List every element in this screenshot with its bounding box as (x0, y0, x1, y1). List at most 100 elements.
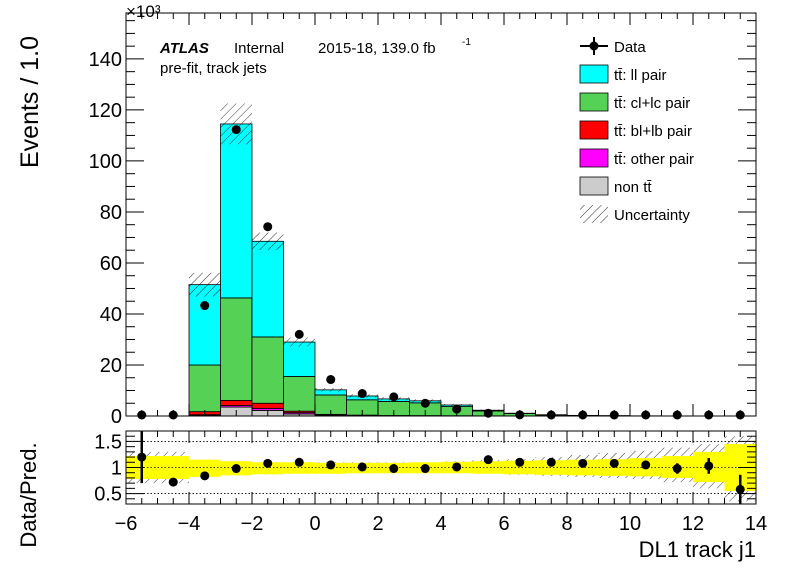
data-point-6 (326, 375, 336, 385)
upper-y-tick-label-7: 140 (89, 49, 122, 71)
x-tick-label-6: 6 (498, 513, 509, 535)
legend-data-marker (589, 41, 599, 51)
x-tick-label-1: −4 (178, 513, 201, 535)
hist-bar-s3-b5 (283, 376, 316, 412)
ratio-band (126, 436, 756, 502)
ratio-band-bin-13 (535, 460, 567, 475)
x-tick-label-4: 2 (372, 513, 383, 535)
legend-swatch-4 (579, 148, 609, 168)
ratio-point-1 (168, 477, 178, 487)
ratio-point-0 (137, 452, 147, 462)
legend-label-6: Uncertainty (614, 207, 690, 224)
legend-swatch-2 (579, 92, 609, 112)
legend-swatch-5 (579, 176, 609, 196)
ratio-point-14 (578, 458, 588, 468)
x-tick-label-7: 8 (561, 513, 572, 535)
ratio-point-10 (452, 462, 462, 472)
ratio-band-bin-12 (504, 460, 536, 475)
ratio-y-axis-label: Data/Pred. (16, 442, 41, 547)
ratio-point-11 (483, 455, 493, 465)
ratio-point-8 (389, 464, 399, 474)
atlas-label: ATLAS (159, 40, 209, 57)
hist-bar-s4-b4 (251, 240, 284, 338)
hist-bar-s4-b5 (283, 341, 316, 377)
hist-bar-s3-b4 (251, 336, 284, 404)
lumi-text: 2015-18, 139.0 fb (318, 40, 436, 57)
ratio-point-3 (231, 464, 241, 474)
ratio-point-2 (200, 471, 210, 481)
upper-y-tick-label-6: 120 (89, 100, 122, 122)
data-point-8 (389, 392, 399, 402)
ratio-band-bin-4 (252, 462, 284, 475)
ratio-point-17 (672, 464, 682, 474)
upper-y-tick-label-4: 80 (100, 202, 122, 224)
legend-label-3: tt̄: bl+lb pair (614, 123, 692, 140)
hist-bar-s3-b3 (220, 297, 253, 401)
x-tick-label-8: 10 (619, 513, 641, 535)
legend-swatch-1 (579, 64, 609, 84)
hist-bar-s4-b2 (188, 284, 221, 366)
ratio-y-tick-label-1: 1 (111, 458, 122, 480)
ratio-point-5 (294, 457, 304, 467)
ratio-band-bin-1 (157, 456, 189, 479)
data-point-2 (200, 301, 210, 311)
data-point-4 (263, 222, 273, 232)
x-tick-label-5: 4 (435, 513, 446, 535)
x-tick-label-0: −6 (115, 513, 138, 535)
selection-text: pre-fit, track jets (160, 60, 267, 77)
legend-label-4: tt̄: other pair (614, 151, 694, 168)
upper-axes: 0 20 40 60 80 100 120 140 (89, 13, 757, 428)
upper-y-tick-label-1: 20 (100, 355, 122, 377)
upper-y-tick-label-2: 40 (100, 304, 122, 326)
upper-y-tick-label-0: 0 (111, 406, 122, 428)
legend-swatch-3 (579, 120, 609, 140)
upper-y-tick-label-5: 100 (89, 151, 122, 173)
data-point-7 (357, 389, 367, 399)
ratio-point-13 (546, 457, 556, 467)
upper-y-axis-label: Events / 1.0 (16, 36, 44, 168)
ratio-point-6 (326, 460, 336, 470)
y-multiplier: ×10³ (126, 2, 161, 21)
ratio-point-4 (263, 458, 273, 468)
ratio-panel: 0.5 1 1.5 −6 −4 −2 0 2 4 6 8 10 12 14 Data/Pred. DL1 … (16, 430, 767, 562)
data-point-3 (231, 125, 241, 135)
upper-panel: 0 20 40 60 80 100 120 140 ×10³ Events / 1.0 ATL… (16, 2, 757, 428)
legend-label-2: tt̄: cl+lc pair (614, 95, 690, 112)
uncertainty-bin-5 (283, 337, 315, 347)
upper-y-tick-label-3: 60 (100, 253, 122, 275)
ratio-y-tick-label-2: 1.5 (94, 431, 122, 453)
ratio-point-15 (609, 458, 619, 468)
ratio-band-bin-11 (472, 461, 504, 474)
hist-bar-s3-b2 (188, 364, 221, 413)
x-tick-label-10: 14 (745, 513, 767, 535)
legend-label-1: tt̄: ll pair (614, 67, 667, 84)
ratio-point-16 (641, 460, 651, 470)
hist-bar-s2-b3 (220, 400, 253, 406)
data-point-9 (420, 398, 430, 408)
atlas-status: Internal (234, 40, 284, 57)
ratio-band-bin-5 (283, 462, 315, 474)
x-tick-label-2: −2 (241, 513, 264, 535)
x-axis-label: DL1 track j1 (639, 537, 756, 562)
x-tick-label-3: 0 (309, 513, 320, 535)
ratio-points (137, 431, 745, 504)
ratio-band-bin-2 (189, 459, 221, 477)
ratio-point-12 (515, 457, 525, 467)
hist-bar-s4-b3 (220, 123, 253, 299)
ratio-point-7 (357, 462, 367, 472)
data-point-5 (294, 329, 304, 339)
legend-label-5: non tt̄ (614, 179, 652, 196)
hist-bar-s2-b4 (251, 402, 284, 409)
uncertainty-bin-4 (252, 232, 284, 251)
ratio-axes: 0.5 1 1.5 −6 −4 −2 0 2 4 6 8 10 12 14 (94, 431, 767, 535)
legend-label-0: Data (614, 39, 646, 56)
ratio-y-tick-label-0: 0.5 (94, 484, 122, 506)
ratio-point-9 (420, 464, 430, 474)
ratio-point-19 (735, 484, 745, 494)
lumi-superscript: -1 (462, 37, 471, 48)
x-tick-label-9: 12 (682, 513, 704, 535)
data-point-10 (452, 404, 462, 414)
data-points (137, 125, 745, 420)
legend: Data tt̄: ll pair tt̄: cl+lc pair tt̄: bl+l… (579, 37, 694, 224)
